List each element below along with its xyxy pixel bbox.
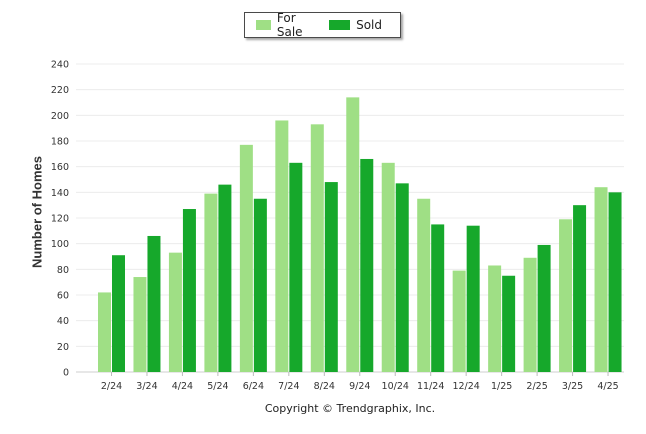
bar-for-sale-10-24 — [382, 163, 395, 372]
x-tick-label: 1/25 — [491, 381, 512, 392]
bar-sold-1-25 — [502, 276, 515, 372]
bar-for-sale-2-25 — [524, 258, 537, 372]
bar-for-sale-4-25 — [595, 187, 608, 372]
bar-sold-10-24 — [396, 183, 409, 372]
y-tick-label: 200 — [51, 111, 69, 122]
bar-for-sale-6-24 — [240, 145, 253, 372]
y-tick-label: 20 — [57, 342, 69, 353]
bar-for-sale-8-24 — [311, 124, 324, 372]
y-tick-label: 100 — [51, 239, 69, 250]
x-tick-label: 6/24 — [243, 381, 264, 392]
y-tick-label: 0 — [63, 368, 69, 379]
bars — [98, 97, 622, 372]
x-tick-label: 8/24 — [314, 381, 335, 392]
x-tick-label: 12/24 — [452, 381, 479, 392]
bar-sold-6-24 — [254, 199, 267, 372]
bar-sold-4-24 — [183, 209, 196, 372]
x-tick-label: 7/24 — [278, 381, 299, 392]
x-tick-label: 5/24 — [207, 381, 228, 392]
x-tick-label: 2/24 — [101, 381, 122, 392]
y-tick-label: 160 — [51, 162, 69, 173]
y-tick-label: 40 — [57, 316, 69, 327]
y-tick-label: 80 — [57, 265, 69, 276]
bar-for-sale-4-24 — [169, 253, 182, 372]
bar-for-sale-9-24 — [346, 97, 359, 372]
bar-for-sale-12-24 — [453, 271, 466, 372]
y-tick-label: 180 — [51, 137, 69, 148]
bar-sold-9-24 — [360, 159, 373, 372]
bar-for-sale-11-24 — [417, 199, 430, 372]
x-tick-label: 9/24 — [349, 381, 370, 392]
y-axis-label: Number of Homes — [30, 156, 45, 268]
y-tick-label: 140 — [51, 188, 69, 199]
bar-sold-5-24 — [218, 185, 231, 372]
x-tick-label: 3/24 — [136, 381, 157, 392]
x-tick-label: 4/24 — [172, 381, 193, 392]
x-tick-label: 3/25 — [562, 381, 583, 392]
bar-for-sale-5-24 — [204, 194, 217, 372]
bar-sold-3-25 — [573, 205, 586, 372]
bar-sold-4-25 — [609, 192, 622, 372]
bar-for-sale-3-25 — [559, 219, 572, 372]
bar-sold-2-25 — [538, 245, 551, 372]
bar-sold-11-24 — [431, 224, 444, 372]
y-tick-label: 240 — [51, 60, 69, 71]
x-tick-label: 4/25 — [597, 381, 618, 392]
bar-sold-7-24 — [289, 163, 302, 372]
bar-for-sale-1-25 — [488, 265, 501, 372]
y-tick-label: 220 — [51, 85, 69, 96]
bar-sold-8-24 — [325, 182, 338, 372]
x-tick-label: 11/24 — [417, 381, 444, 392]
x-tick-label: 10/24 — [382, 381, 409, 392]
bar-for-sale-2-24 — [98, 292, 111, 372]
bar-for-sale-3-24 — [133, 277, 146, 372]
bar-sold-12-24 — [467, 226, 480, 372]
bar-sold-3-24 — [147, 236, 160, 372]
y-tick-label: 120 — [51, 214, 69, 225]
bar-for-sale-7-24 — [275, 120, 288, 372]
bar-sold-2-24 — [112, 255, 125, 372]
y-tick-label: 60 — [57, 291, 69, 302]
copyright-text: Copyright © Trendgraphix, Inc. — [0, 402, 646, 415]
x-tick-label: 2/25 — [526, 381, 547, 392]
